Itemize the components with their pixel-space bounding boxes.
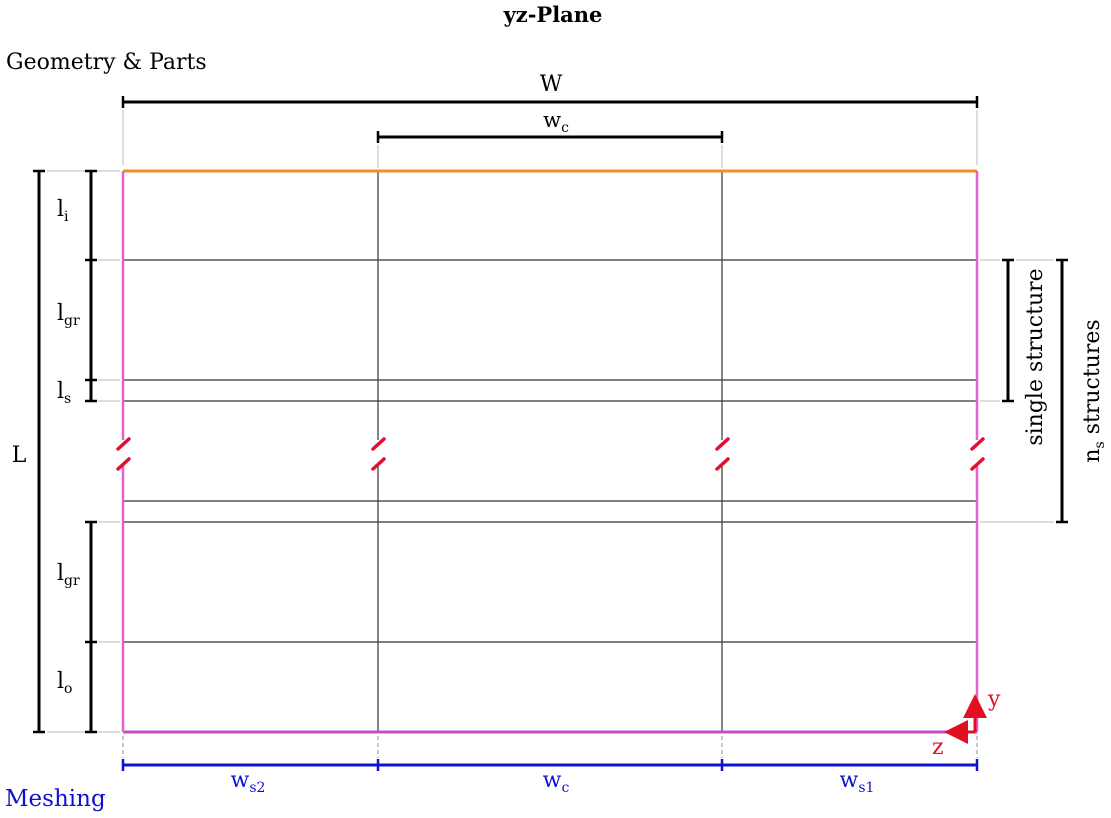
- width-label: W: [540, 72, 563, 97]
- meshing-dimensions: ws2 wc ws1: [121, 736, 979, 796]
- center-width-label: wc: [543, 108, 569, 136]
- grating-length-label-bottom: lgr: [57, 561, 80, 589]
- horizontal-section-lines: [123, 259, 977, 643]
- geometry-parts-label: Geometry & Parts: [6, 50, 207, 75]
- domain-outline: [121, 169, 979, 734]
- break-marks: [116, 437, 985, 471]
- meshing-label: Meshing: [5, 786, 106, 812]
- top-segment-dimensions: li lgr ls: [57, 169, 120, 407]
- spacing-length-label: ls: [57, 379, 71, 407]
- ns-structures-label: ns structures: [1080, 319, 1108, 462]
- ns-structures-dimension: ns structures: [980, 258, 1108, 524]
- mesh-side2-width-label: ws2: [231, 768, 266, 796]
- inlet-length-label: li: [57, 197, 69, 225]
- center-width-dimension: wc: [376, 108, 724, 168]
- vertical-section-lines: [377, 171, 723, 732]
- width-dimension: W: [121, 72, 979, 165]
- axes-indicator: y z: [932, 687, 1001, 760]
- bottom-segment-dimensions: lgr lo: [57, 520, 120, 734]
- single-structure-label: single structure: [1023, 268, 1048, 445]
- single-structure-dimension: single structure: [980, 258, 1048, 446]
- mesh-side1-width-label: ws1: [840, 768, 875, 796]
- diagram-title: yz-Plane: [503, 2, 603, 27]
- length-label: L: [12, 443, 27, 468]
- outlet-length-label: lo: [57, 669, 72, 697]
- y-axis-label: y: [987, 687, 1001, 712]
- grating-length-label-top: lgr: [57, 301, 80, 329]
- mesh-center-width-label: wc: [543, 768, 570, 796]
- z-axis-label: z: [932, 735, 944, 760]
- length-dimension: L: [12, 169, 120, 734]
